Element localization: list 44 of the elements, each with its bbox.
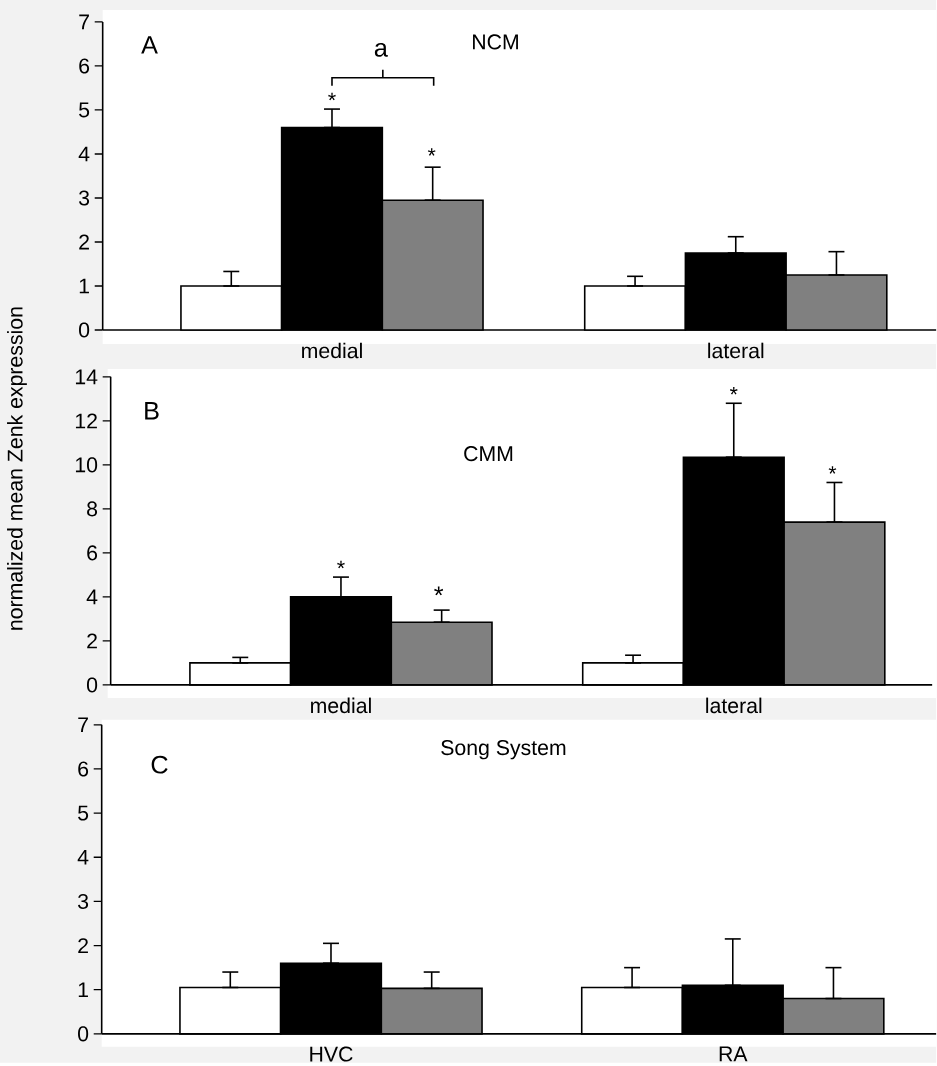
x-tick-label: lateral	[706, 697, 762, 714]
annotation: *	[729, 387, 738, 395]
y-tick-label: 0	[78, 1026, 89, 1042]
annotation: A	[141, 36, 158, 54]
y-tick-label: 6	[79, 58, 90, 74]
text: CMM	[464, 446, 513, 462]
y-tick-label: 7	[78, 717, 88, 733]
y-tick-label: 2	[79, 234, 89, 250]
y-tick-label: 4	[77, 849, 89, 865]
y-tick-label: 14	[75, 369, 98, 385]
x-tick-label: RA	[719, 1046, 748, 1062]
y-tick-label: 6	[78, 761, 89, 777]
y-tick-label: 4	[86, 589, 98, 605]
y-tick-label: 10	[75, 457, 98, 473]
x-tick-label: HVC	[310, 1046, 353, 1062]
y-tick-label: 4	[78, 146, 90, 162]
y-tick-label: 3	[79, 190, 90, 206]
x-tick-label: medial	[302, 342, 362, 359]
y-tick-label: 8	[87, 501, 98, 517]
y-tick-label: 2	[87, 633, 97, 649]
y-tick-label: 3	[78, 893, 89, 909]
y-tick-label: 5	[78, 805, 89, 821]
y-tick-label: 0	[87, 677, 98, 693]
y-tick-label: 2	[78, 938, 88, 953]
annotation: *	[434, 586, 444, 596]
annotation: *	[427, 148, 436, 156]
chart-title: NCM	[473, 34, 518, 50]
annotation: *	[337, 560, 345, 569]
x-tick-label: lateral	[708, 342, 764, 359]
annotation: a	[374, 42, 388, 57]
y-tick-label: 6	[87, 545, 98, 561]
annotation: B	[145, 402, 159, 420]
y-tick-label: 0	[79, 322, 90, 338]
y-tick-label: 12	[75, 413, 97, 429]
x-tick-label: medial	[311, 697, 371, 714]
annotation: *	[828, 466, 837, 474]
annotation: C	[151, 755, 168, 774]
annotation: *	[328, 92, 336, 101]
y-axis-title: normalized mean Zenk expression	[7, 307, 27, 630]
y-tick-label: 1	[79, 278, 89, 294]
y-tick-label: 7	[79, 14, 89, 30]
y-tick-label: 1	[78, 982, 88, 998]
text: Song System	[441, 740, 566, 760]
y-tick-label: 5	[79, 102, 90, 118]
